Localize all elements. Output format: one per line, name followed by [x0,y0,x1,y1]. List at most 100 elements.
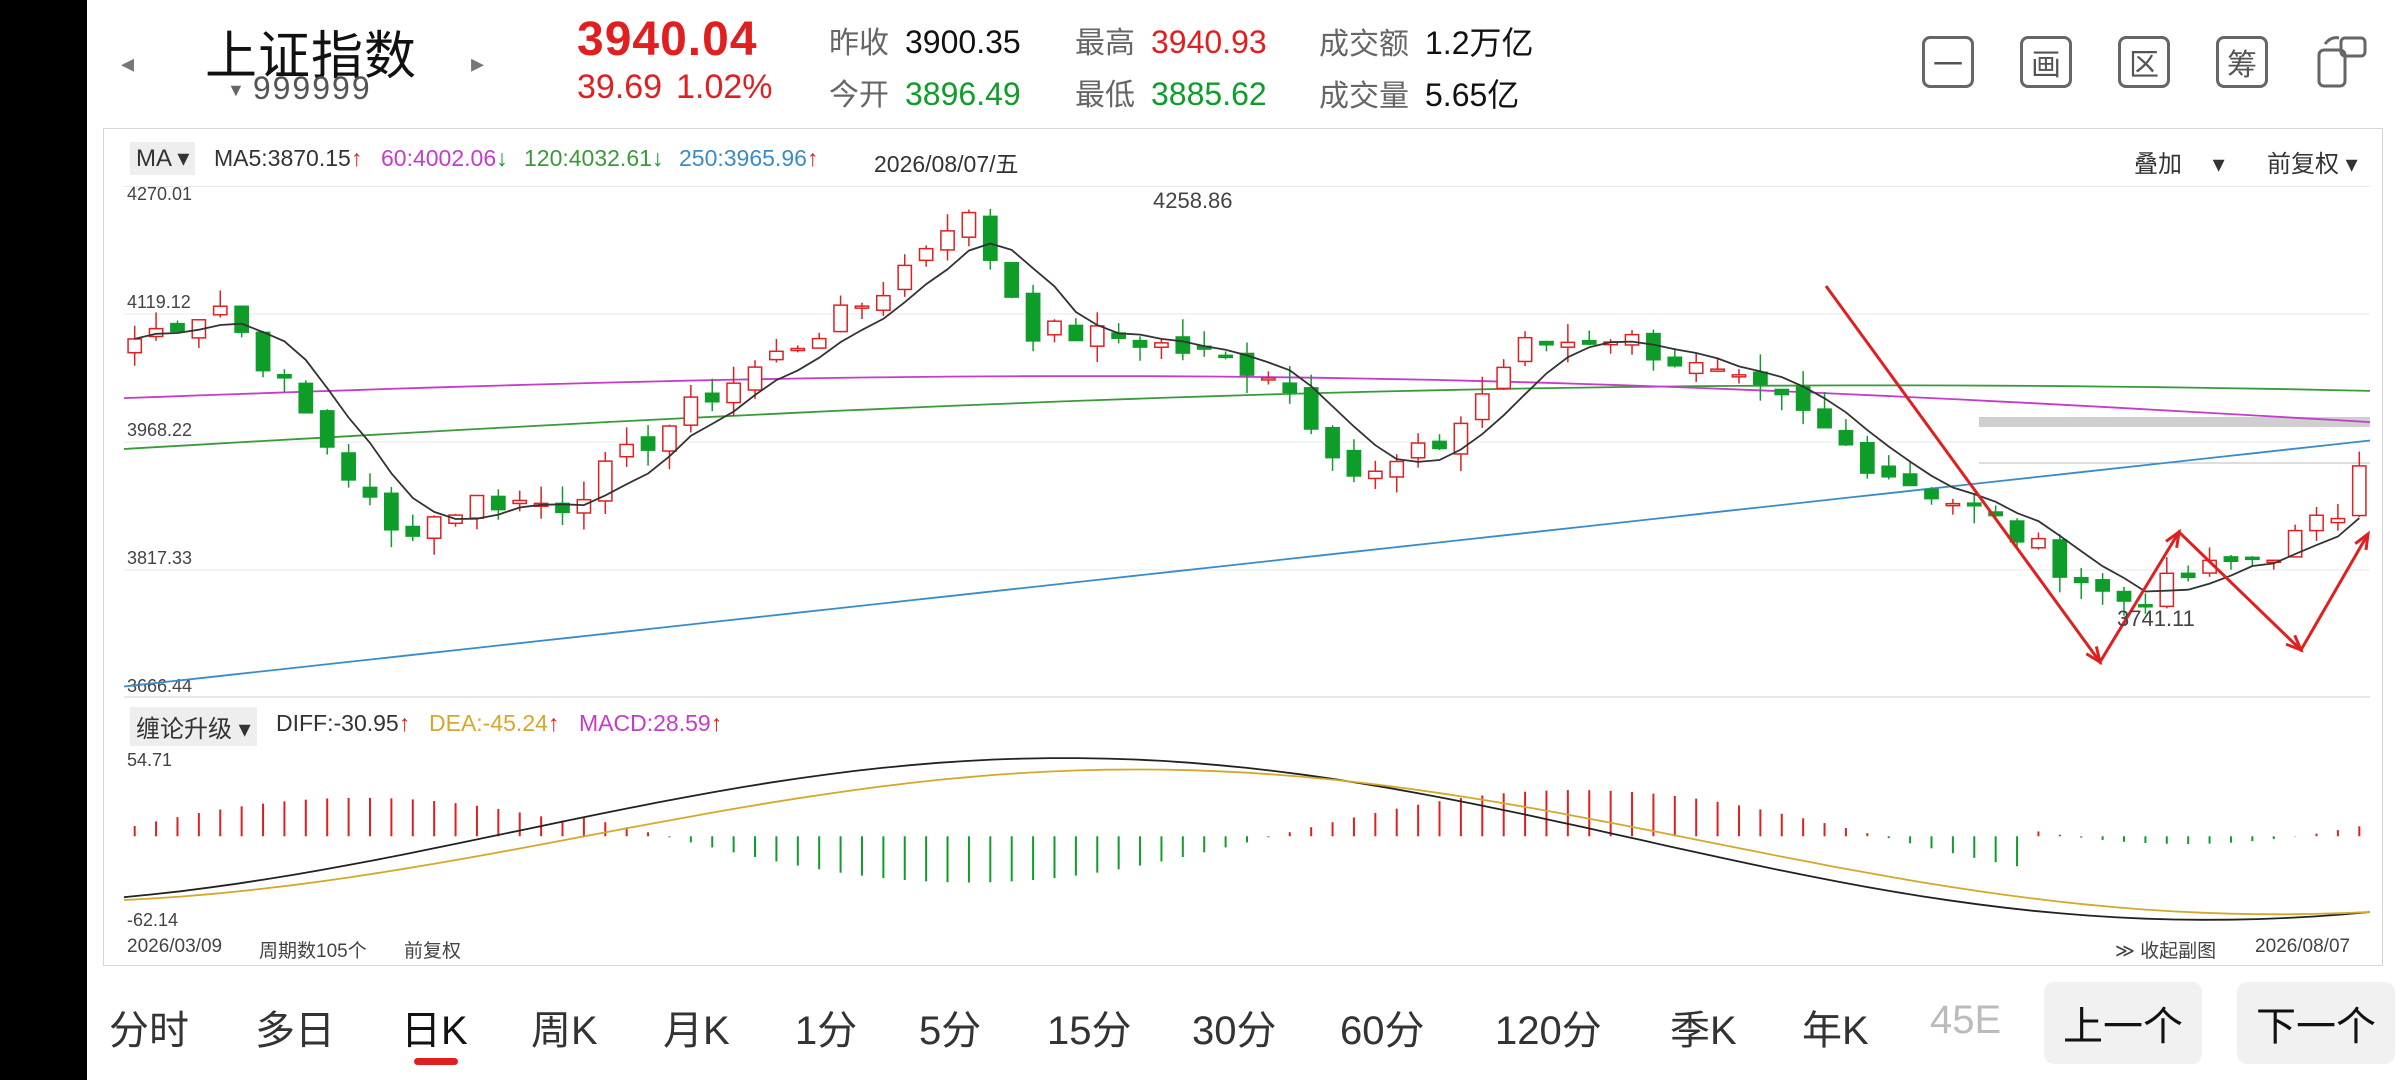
candle [2031,532,2046,550]
candle [212,290,228,318]
low-price-label: 3741.11 [2117,606,2195,631]
candle [597,451,613,515]
candle [1881,455,1897,480]
amount: 成交额 1.2万亿 [1319,25,1534,61]
candle [362,473,378,506]
minus-icon[interactable]: 一 [1922,36,1974,88]
candle [1581,330,1597,346]
trend-arrow-head [2165,528,2182,549]
low: 最低 3885.62 [1075,76,1267,112]
tab-1min[interactable]: 1分 [795,1009,858,1053]
tab-5min[interactable]: 5分 [919,1009,982,1053]
candle [961,209,977,247]
overlay-dropdown[interactable]: 叠加 ▾ [2134,151,2225,178]
next-stock-button[interactable]: 下一个 [2237,982,2395,1064]
period-tabs: 分时 多日 日K 周K 月K 1分 5分 15分 30分 60分 120分 季K… [87,970,2400,1080]
candle [1710,357,1725,373]
tab-minute[interactable]: 分时 [109,1009,189,1053]
tab-30min[interactable]: 30分 [1192,1009,1277,1053]
candle [1089,312,1105,363]
candle [191,319,207,348]
candle [1688,353,1704,382]
draw-icon[interactable]: 画 [2020,36,2072,88]
candle [619,427,635,467]
candle [1389,454,1405,493]
app: ◂ 上证指数 ▼ 999999 ▸ 3940.04 39.69 1.02% 昨收 39… [87,0,2400,1080]
ma120-line [124,384,2370,450]
candle [704,378,720,412]
prev-stock-button[interactable]: 上一个 [2044,982,2202,1064]
price-change: 39.69 1.02% [577,68,773,106]
candle [2009,518,2025,549]
tab-multi-day[interactable]: 多日 [255,1009,335,1053]
legend-macd: MACD:28.59↑ [579,710,723,736]
candle [1496,359,1512,390]
candle [490,489,506,520]
legend-ma250: 250:3965.96↑ [679,145,819,171]
candle [1068,318,1084,342]
candle [897,254,913,297]
tab-45e[interactable]: 45E [1930,998,2002,1042]
prev-stock-arrow-icon[interactable]: ◂ [121,48,135,78]
candle [1795,371,1811,425]
candle [533,486,549,519]
candle [683,384,699,433]
ma5-line [134,242,2360,593]
tab-week-k[interactable]: 周K [531,1009,598,1053]
ma250-line [124,439,2370,688]
tab-year-k[interactable]: 年K [1802,1009,1869,1053]
kline-chart[interactable]: 4258.86 3741.11 [124,186,2370,698]
candle [2287,524,2303,558]
ma-selector[interactable]: MA ▾ [130,142,196,175]
resistance-band [1979,417,2370,427]
region-icon[interactable]: 区 [2118,36,2170,88]
trend-arrow-head [2085,646,2103,666]
stock-name: 上证指数 [205,28,418,86]
high: 最高 3940.93 [1075,24,1267,60]
sub-indicator-selector[interactable]: 缠论升级 ▾ [130,707,257,746]
candle [726,366,742,417]
legend-ma5: MA5:3870.15↑ [214,145,363,171]
tab-day-k[interactable]: 日K [401,1009,468,1053]
candle [1004,262,1020,299]
candle [1988,505,2004,518]
candle [1432,434,1447,451]
tab-15min[interactable]: 15分 [1047,1009,1132,1053]
screen-rotate-icon[interactable] [2311,32,2371,92]
candle [2159,557,2175,609]
tab-120min[interactable]: 120分 [1495,1009,1602,1053]
volume: 成交量 5.65亿 [1319,77,1520,113]
candle [1838,419,1854,446]
candle [298,380,314,414]
open: 今开 3896.49 [829,76,1021,112]
candle [662,424,677,470]
candle [555,486,570,526]
candle [341,444,356,488]
tab-month-k[interactable]: 月K [663,1009,730,1053]
candle [1025,284,1041,352]
macd-chart[interactable] [124,752,2370,932]
candle [918,245,934,267]
collapse-sub-chart-button[interactable]: ≫ 收起副图 [2115,941,2217,962]
candle [2052,534,2068,593]
candle [319,409,335,455]
candle [148,312,164,341]
tab-season-k[interactable]: 季K [1670,1009,1737,1053]
candle [1474,376,1490,428]
tab-60min[interactable]: 60分 [1340,1009,1425,1053]
last-price: 3940.04 [577,13,758,66]
stock-code[interactable]: ▼ 999999 [227,70,372,106]
y-tick-4: 3817.33 [127,548,193,568]
candle [255,331,271,378]
candle [405,514,421,542]
candle [1560,324,1576,363]
candle [2116,586,2132,616]
candle [1774,388,1790,411]
candle [1154,338,1169,359]
adjust-dropdown[interactable]: 前复权 ▾ [2267,151,2358,178]
candle [1517,331,1533,367]
trend-arrow-head [2354,530,2370,551]
chips-icon[interactable]: 筹 [2216,36,2268,88]
next-stock-arrow-icon[interactable]: ▸ [471,48,485,78]
